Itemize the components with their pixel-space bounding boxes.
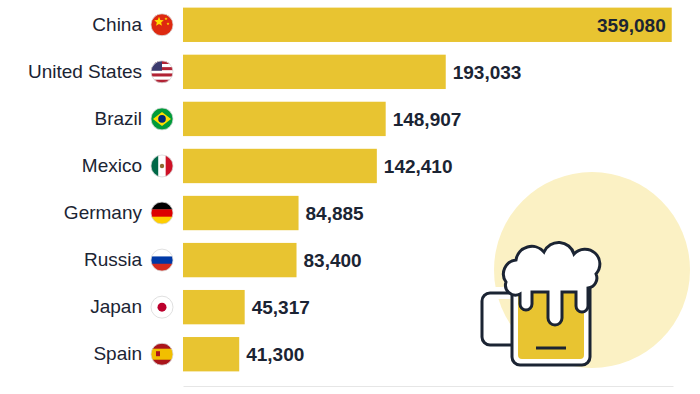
bar [183,290,245,324]
flag-fill [151,296,173,318]
flag-fill [151,155,173,177]
flag-fill [151,14,173,36]
flag-outline [151,249,173,271]
beer-illustration [482,172,690,368]
flag-part [151,296,173,318]
flag-part [158,155,166,177]
flag-icon [151,108,173,130]
deco-circle [494,172,690,368]
y-tick: Mexico [82,155,142,176]
category-label: Russia [84,249,143,270]
flag-part [153,112,171,126]
bar [183,8,672,42]
flag-icon [151,14,173,36]
flag-icon [151,343,173,365]
y-tick: Germany [64,202,143,223]
bar [183,243,297,277]
flag-part [156,351,160,356]
y-tick: Russia [84,249,143,270]
category-label: Japan [90,296,142,317]
bars [183,8,672,372]
flag-outline [151,202,173,224]
flag-part [151,70,173,73]
bar [183,196,299,230]
category-label: China [92,14,142,35]
category-label: Mexico [82,155,142,176]
category-label: Spain [93,343,142,364]
bar [183,337,239,371]
flag-part [151,209,173,217]
data-label: 45,317 [252,297,310,318]
category-label: United States [28,61,142,82]
flag-icon [151,296,173,318]
data-label: 142,410 [384,156,453,177]
data-label: 83,400 [304,250,362,271]
bar [183,55,446,89]
flag-fill [151,108,173,130]
flag-fill [151,343,173,365]
flag-part [151,349,173,360]
flag-part [166,22,169,25]
y-tick: Japan [90,296,142,317]
category-label: Germany [64,202,143,223]
flag-part [160,164,164,168]
flag-part [151,256,173,264]
flag-outline [151,296,173,318]
data-label: 84,885 [306,203,365,224]
mug-line [536,347,566,350]
category-label: Brazil [94,108,142,129]
flag-fill [151,249,173,271]
flag-outline [151,61,173,83]
y-axis: China United States Brazil Mexico Germany Rus… [28,14,143,364]
chart: China United States Brazil Mexico Germany Rus… [0,0,700,394]
data-label: 148,907 [393,109,462,130]
data-label: 359,080 [597,15,666,36]
mug-handle-outer [482,293,512,345]
flags [151,14,173,366]
y-tick: Brazil [94,108,142,129]
flag-icon [151,155,173,177]
flag-outline [151,343,173,365]
flag-outline [151,14,173,36]
x-axis [184,386,674,387]
mug-foam [503,242,599,325]
flag-part [164,17,167,20]
data-labels: 359,080 193,033 148,907 142,410 84,885 83,400… [246,15,666,365]
flag-part [151,14,173,36]
flag-outline [151,108,173,130]
flag-icon [151,249,173,271]
flag-part [151,202,173,210]
flag-fill [151,202,173,224]
flag-part [158,115,166,123]
flag-icon [151,202,173,224]
flag-icon [151,61,173,83]
bar [183,102,386,136]
data-label: 41,300 [246,344,304,365]
flag-part [151,108,173,130]
flag-part [158,303,167,312]
flag-part [151,73,173,76]
y-tick: Spain [93,343,142,364]
flag-part [154,17,164,26]
flag-outline [151,155,173,177]
data-label: 193,033 [453,62,522,83]
flag-part [151,249,173,257]
y-tick: China [92,14,142,35]
y-tick: United States [28,61,142,82]
bar [183,149,377,183]
flag-part [151,155,159,177]
flag-fill [151,61,173,83]
mug-handle [482,293,512,345]
x-axis-line [184,386,674,387]
